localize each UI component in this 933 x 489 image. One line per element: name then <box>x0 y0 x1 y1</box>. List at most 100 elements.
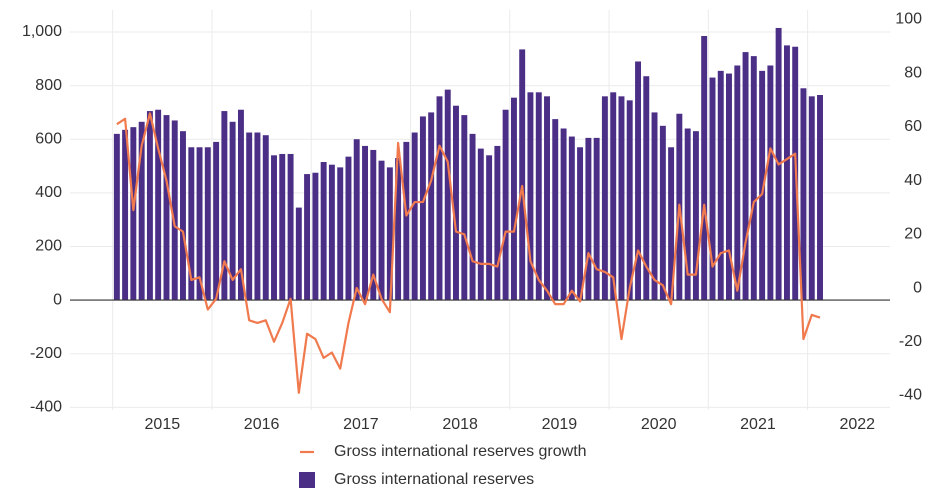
bar <box>403 141 410 301</box>
bar <box>254 132 261 301</box>
bar <box>535 92 542 301</box>
bar <box>246 132 253 301</box>
bar <box>337 167 344 301</box>
y2-tick-label: 100 <box>895 11 922 28</box>
bar <box>461 115 468 301</box>
bar <box>742 52 749 301</box>
bar <box>750 56 757 301</box>
legend-label: Gross international reserves growth <box>334 443 587 460</box>
bar <box>635 61 642 301</box>
bar <box>237 109 244 301</box>
bar <box>304 174 311 301</box>
bar <box>783 45 790 301</box>
bar <box>709 77 716 301</box>
bar <box>386 167 393 301</box>
y2-tick-label: 20 <box>904 226 922 243</box>
bar <box>527 92 534 301</box>
y2-tick-label: -40 <box>899 387 922 404</box>
bar <box>767 65 774 301</box>
y2-tick-label: 0 <box>913 279 922 296</box>
legend-label: Gross international reserves <box>334 471 534 488</box>
bar <box>419 116 426 301</box>
bar <box>436 96 443 301</box>
bar <box>519 49 526 301</box>
bar <box>295 207 302 301</box>
bar <box>726 73 732 301</box>
bar <box>279 153 286 301</box>
x-tick-label: 2020 <box>641 416 677 433</box>
bar <box>221 111 228 301</box>
bar <box>800 88 807 301</box>
bar <box>701 36 708 301</box>
line <box>116 112 821 394</box>
y2-tick-label: 40 <box>904 172 922 189</box>
bar <box>486 155 493 301</box>
bar <box>188 147 195 301</box>
x-tick-label: 2019 <box>542 416 578 433</box>
bar <box>618 96 625 301</box>
bar <box>180 131 186 301</box>
bar <box>610 92 617 301</box>
bar <box>113 133 120 301</box>
bar <box>817 94 823 301</box>
bar <box>643 76 650 301</box>
bar <box>734 65 741 301</box>
bar <box>502 109 509 301</box>
bar <box>585 137 592 301</box>
y-tick-label: 200 <box>35 238 62 255</box>
y-tick-label: -200 <box>30 345 62 362</box>
y2-tick-label: 80 <box>904 64 922 81</box>
bar <box>163 115 170 301</box>
bar <box>759 70 766 301</box>
bar <box>544 96 550 301</box>
bar <box>808 96 815 301</box>
y-tick-label: 0 <box>53 291 62 308</box>
bar <box>552 119 559 301</box>
bar <box>651 112 658 301</box>
bar <box>362 145 369 301</box>
y2-tick-label: -20 <box>899 333 922 350</box>
bar <box>320 162 327 301</box>
bar <box>138 121 145 301</box>
legend-swatch <box>299 472 315 488</box>
bar <box>328 164 335 301</box>
bar <box>262 135 269 301</box>
bar <box>659 125 666 301</box>
x-tick-label: 2022 <box>839 416 875 433</box>
bar <box>204 147 211 301</box>
bar <box>155 109 162 301</box>
x-tick-label: 2017 <box>343 416 379 433</box>
bar <box>345 156 352 301</box>
bar <box>601 96 608 301</box>
bar <box>477 148 484 301</box>
y-tick-label: 800 <box>35 77 62 94</box>
bar <box>411 132 418 301</box>
bar <box>395 157 402 301</box>
bar <box>469 133 476 301</box>
bar <box>668 147 675 301</box>
bar <box>122 129 129 301</box>
bar <box>130 127 137 301</box>
y2-tick-label: 60 <box>904 118 922 135</box>
bar <box>146 111 153 301</box>
x-tick-label: 2015 <box>145 416 181 433</box>
bar <box>229 121 236 301</box>
y-tick-label: -400 <box>30 399 62 416</box>
y-tick-label: 600 <box>35 130 62 147</box>
bar <box>593 137 600 301</box>
x-tick-label: 2018 <box>442 416 478 433</box>
bar <box>444 89 451 301</box>
y-tick-label: 1,000 <box>22 23 62 40</box>
bar <box>353 139 360 301</box>
bar <box>692 131 699 301</box>
bar <box>510 97 517 301</box>
bar <box>626 100 633 301</box>
bar <box>717 70 724 301</box>
bar <box>494 145 501 301</box>
bar <box>171 120 178 301</box>
x-tick-label: 2016 <box>244 416 280 433</box>
bar <box>271 155 277 301</box>
bar <box>560 128 567 301</box>
bar <box>213 141 220 301</box>
